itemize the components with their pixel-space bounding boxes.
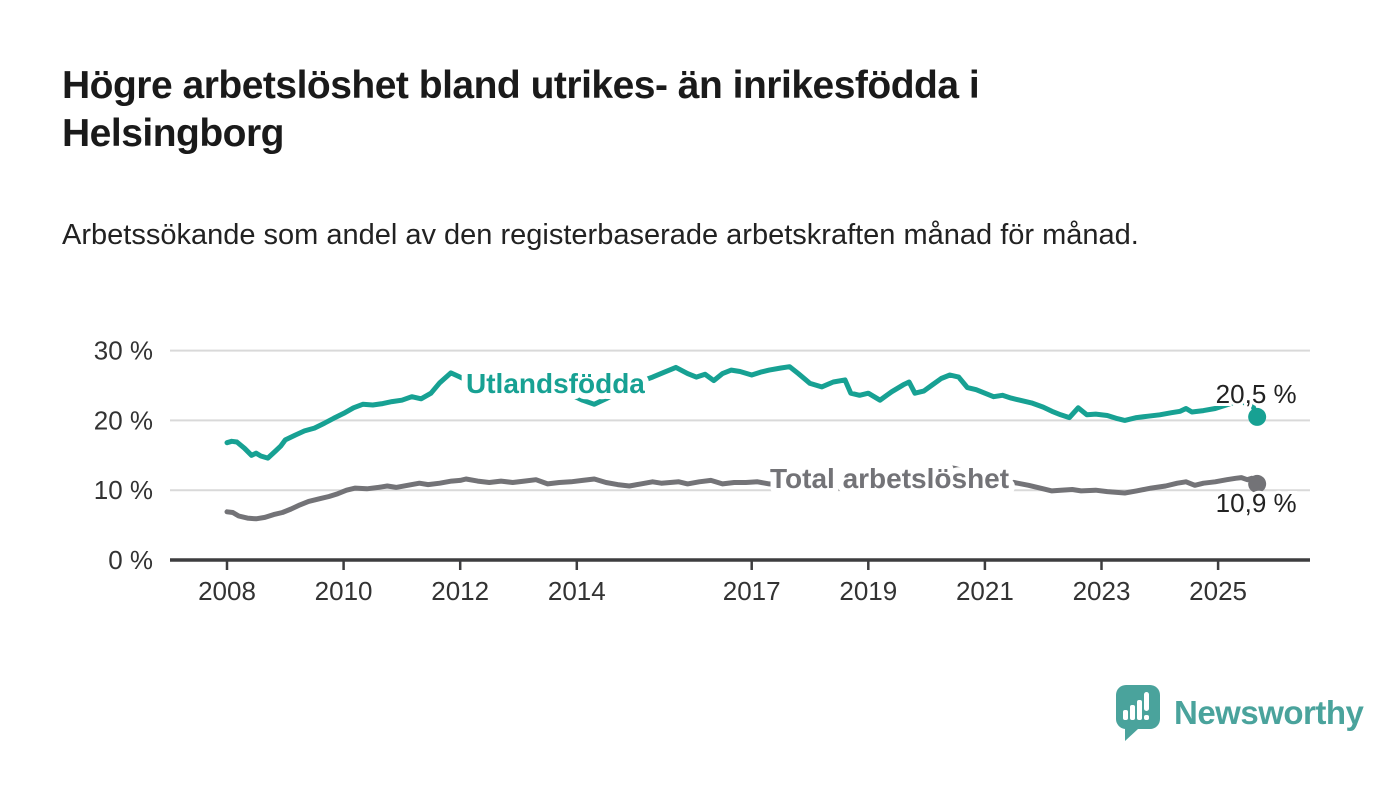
series-end-dot-utlandsfodda: [1248, 407, 1267, 426]
x-tick-label: 2012: [431, 576, 489, 606]
x-tick-label: 2008: [198, 576, 256, 606]
y-tick-label: 10 %: [94, 475, 153, 505]
logo-exclamation-bar: [1144, 692, 1149, 711]
series-label-utlandsfodda: Utlandsfödda: [466, 368, 645, 399]
y-tick-label: 0 %: [108, 545, 153, 575]
y-tick-label: 20 %: [94, 405, 153, 435]
x-tick-label: 2019: [839, 576, 897, 606]
series-line-total: [224, 464, 1260, 522]
logo-exclamation-dot: [1144, 715, 1149, 720]
x-tick-label: 2023: [1073, 576, 1131, 606]
chart-subtitle: Arbetssökande som andel av den registerb…: [62, 219, 1139, 251]
newsworthy-logo-icon: [1115, 685, 1160, 741]
logo-bar-small: [1123, 710, 1128, 720]
x-tick-label: 2025: [1189, 576, 1247, 606]
x-tick-label: 2014: [548, 576, 606, 606]
x-tick-label: 2017: [723, 576, 781, 606]
x-tick-label: 2021: [956, 576, 1014, 606]
end-value-label-utlandsfodda: 20,5 %: [1216, 379, 1297, 409]
logo-bar-large: [1137, 700, 1142, 720]
newsworthy-logo: Newsworthy: [1115, 684, 1364, 742]
x-tick-label: 2010: [315, 576, 373, 606]
series-line-utlandsfodda: [224, 364, 1260, 461]
y-tick-label: 30 %: [94, 336, 153, 366]
series-end-dot-total: [1248, 474, 1267, 493]
series-label-total: Total arbetslöshet: [770, 463, 1009, 494]
newsworthy-logo-text: Newsworthy: [1174, 694, 1364, 731]
logo-bar-medium: [1130, 705, 1135, 720]
chart-title: Högre arbetslöshet bland utrikes- än inr…: [62, 64, 980, 156]
end-value-label-total: 10,9 %: [1216, 488, 1297, 518]
